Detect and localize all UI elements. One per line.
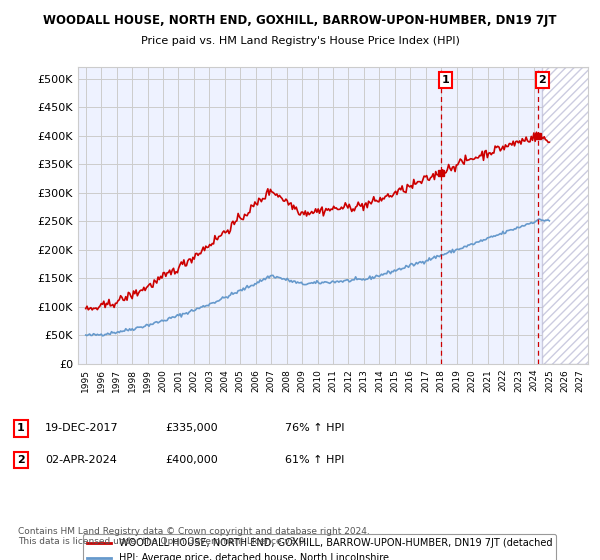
Text: 02-APR-2024: 02-APR-2024 (45, 455, 117, 465)
Text: 1: 1 (442, 74, 449, 85)
Text: 1: 1 (17, 423, 25, 433)
Bar (542, 67, 596, 364)
Text: Price paid vs. HM Land Registry's House Price Index (HPI): Price paid vs. HM Land Registry's House … (140, 36, 460, 46)
Text: 19-DEC-2017: 19-DEC-2017 (45, 423, 119, 433)
Text: 61% ↑ HPI: 61% ↑ HPI (285, 455, 344, 465)
Legend: WOODALL HOUSE, NORTH END, GOXHILL, BARROW-UPON-HUMBER, DN19 7JT (detached, HPI: : WOODALL HOUSE, NORTH END, GOXHILL, BARRO… (83, 534, 556, 560)
Text: WOODALL HOUSE, NORTH END, GOXHILL, BARROW-UPON-HUMBER, DN19 7JT: WOODALL HOUSE, NORTH END, GOXHILL, BARRO… (43, 14, 557, 27)
Text: 76% ↑ HPI: 76% ↑ HPI (285, 423, 344, 433)
Text: £335,000: £335,000 (165, 423, 218, 433)
Bar (542, 67, 596, 364)
Text: 2: 2 (17, 455, 25, 465)
Text: 2: 2 (539, 74, 546, 85)
Text: Contains HM Land Registry data © Crown copyright and database right 2024.
This d: Contains HM Land Registry data © Crown c… (18, 526, 370, 546)
Text: £400,000: £400,000 (165, 455, 218, 465)
